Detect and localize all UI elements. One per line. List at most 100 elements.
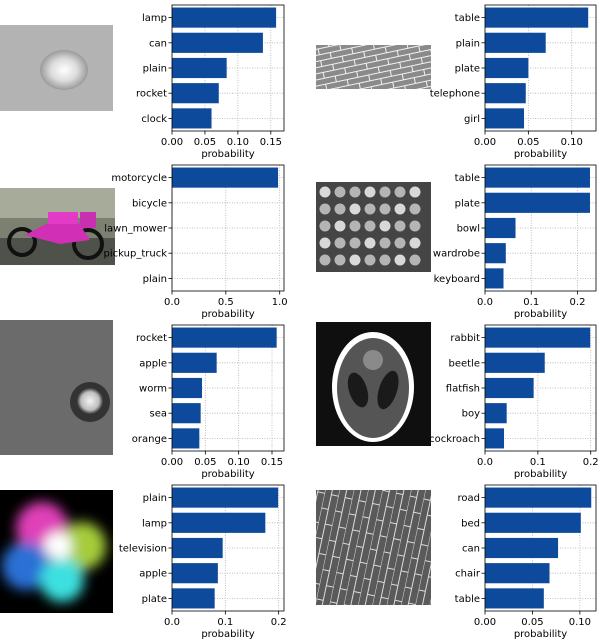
bar-road [485, 487, 592, 508]
xtick-label: 0.05 [521, 617, 543, 628]
ytick-label: chair [455, 569, 481, 580]
coin-shape [349, 203, 361, 215]
bar-keyboard [485, 268, 504, 289]
bar-apple [172, 563, 218, 584]
ytick-label: television [119, 544, 167, 555]
coin-shape [379, 186, 391, 198]
ytick-label: rocket [136, 333, 167, 344]
bar-wardrobe [485, 243, 506, 264]
xtick-label: 0.00 [161, 137, 183, 148]
ytick-label: can [149, 38, 167, 49]
x-axis-label: probability [514, 149, 567, 160]
ytick-label: plate [455, 64, 480, 75]
coin-shape [409, 254, 421, 266]
coin-shape [364, 186, 376, 198]
bar-orange [172, 428, 200, 449]
ytick-label: plain [143, 64, 167, 75]
coin-shape [364, 220, 376, 232]
bar-chart-2: table plain plate telephone girl 0.00 0.05 0.10… [430, 4, 597, 160]
bar-plate [485, 57, 529, 79]
coin-shape [349, 254, 361, 266]
bar-lamp [172, 512, 266, 533]
bar-beetle [485, 352, 545, 373]
coin-shape [319, 186, 331, 198]
ytick-label: sea [150, 409, 168, 420]
ytick-label: road [458, 493, 481, 504]
coin-shape [409, 186, 421, 198]
xtick-label: 0.15 [261, 457, 283, 468]
x-axis-label: probability [201, 629, 254, 640]
ytick-label: plate [142, 594, 167, 605]
ytick-label: bicycle [132, 198, 167, 209]
bar-rocket [172, 83, 219, 104]
xtick-label: 0.15 [260, 137, 282, 148]
coin-shape [409, 220, 421, 232]
bar-television [172, 537, 223, 559]
coin-shape [319, 237, 331, 249]
thumbnail-moon [0, 320, 113, 455]
thumbnail-brick [316, 45, 431, 89]
ytick-label: beetle [448, 358, 480, 369]
coin-shape [364, 254, 376, 266]
x-axis-label: probability [514, 309, 567, 320]
bar-lamp [172, 7, 277, 28]
x-axis-label: probability [514, 469, 567, 480]
bar-chart-5: rocket apple worm sea orange 0.00 0.05 0.10 0.15… [132, 324, 285, 480]
xtick-label: 0.5 [218, 297, 234, 308]
bar-sea [172, 403, 201, 424]
thumbnail-motorcycle [0, 188, 115, 265]
ytick-label: lamp [142, 518, 167, 529]
xtick-label: 0.1 [530, 457, 546, 468]
coin-shape [394, 237, 406, 249]
coin-shape [334, 220, 346, 232]
ytick-label: apple [139, 569, 167, 580]
coin-shape [319, 254, 331, 266]
ytick-label: wardrobe [433, 249, 480, 260]
coin-shape [334, 254, 346, 266]
xtick-label: 0.0 [477, 457, 493, 468]
bar-plain [172, 57, 227, 79]
ytick-label: rocket [136, 89, 167, 100]
bar-plate [172, 588, 215, 609]
ytick-label: bed [461, 518, 480, 529]
bar-bowl [485, 217, 516, 239]
bar-rocket [172, 327, 277, 348]
ytick-label: rabbit [450, 333, 480, 344]
xtick-label: 0.00 [474, 137, 496, 148]
xtick-label: 0.1 [523, 297, 539, 308]
bar-chart-4: table plate bowl wardrobe keyboard 0.0 0.1 0.2p… [433, 164, 597, 320]
ytick-label: boy [462, 409, 480, 420]
ytick-label: lawn_mower [104, 224, 168, 235]
ytick-label: table [455, 594, 480, 605]
bar-chart-3: motorcycle bicycle lawn_mower pickup_truckp… [104, 164, 288, 320]
bar-boy [485, 403, 507, 424]
bar-plain [172, 487, 279, 508]
coin-shape [379, 220, 391, 232]
coin-shape [364, 237, 376, 249]
bar-chart-1: lamp can plain rocket clock 0.00 0.05 0.10 0.15 p… [136, 4, 285, 160]
ytick-label: motorcycle [111, 173, 167, 184]
bar-plain [485, 32, 546, 53]
coin-shape [319, 203, 331, 215]
xtick-label: 0.0 [477, 297, 493, 308]
ytick-label: flatfish [446, 384, 480, 395]
bar-chart-6: rabbit beetle flatfish boy cockroach 0.0 0.1 0.… [429, 324, 599, 480]
bar-rabbit [485, 327, 591, 348]
coin-shape [349, 220, 361, 232]
coin-shape [364, 203, 376, 215]
ytick-label: plate [455, 198, 480, 209]
ytick-label: table [455, 173, 480, 184]
x-axis-label: probability [514, 629, 567, 640]
xtick-label: 0.0 [164, 617, 180, 628]
ytick-label: apple [139, 358, 167, 369]
xtick-label: 0.10 [227, 137, 249, 148]
xtick-label: 0.10 [569, 617, 591, 628]
xtick-label: 0.2 [271, 617, 287, 628]
ytick-label: table [455, 13, 480, 24]
ytick-label: clock [141, 114, 167, 125]
xtick-label: 0.0 [164, 297, 180, 308]
thumbnail-phantom [316, 322, 431, 446]
ytick-label: telephone [430, 89, 480, 100]
coin-shape [379, 203, 391, 215]
